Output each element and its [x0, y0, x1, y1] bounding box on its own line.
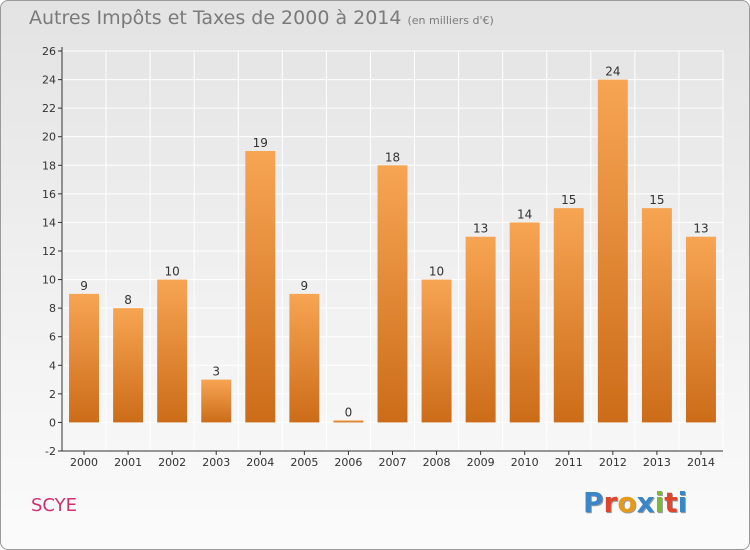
data-label: 15 [561, 193, 576, 207]
y-tick-label: 10 [42, 274, 56, 287]
x-tick-label: 2013 [643, 456, 671, 469]
logo-letter: o [617, 486, 637, 519]
data-label: 15 [649, 193, 664, 207]
data-label: 10 [429, 265, 444, 279]
y-tick-label: 4 [49, 359, 56, 372]
bar [333, 420, 364, 423]
bar [553, 208, 584, 423]
y-tick-label: 2 [49, 388, 56, 401]
data-label: 19 [253, 136, 268, 150]
x-tick-label: 2000 [70, 456, 98, 469]
x-tick-label: 2009 [467, 456, 495, 469]
data-label: 0 [345, 405, 353, 419]
bar [157, 279, 188, 423]
data-label: 24 [605, 65, 620, 79]
bar [289, 293, 320, 423]
x-tick-label: 2004 [246, 456, 274, 469]
bar [113, 308, 144, 423]
x-tick-label: 2008 [423, 456, 451, 469]
chart-title: Autres Impôts et Taxes de 2000 à 2014 (en… [29, 7, 494, 29]
logo-letter: i [654, 486, 665, 519]
bar [641, 208, 672, 423]
y-tick-label: 18 [42, 159, 56, 172]
bar [465, 236, 496, 423]
logo-letter: P [583, 486, 604, 519]
chart-subtitle: (en milliers d'€) [407, 14, 494, 27]
x-tick-label: 2010 [511, 456, 539, 469]
data-label: 3 [212, 365, 220, 379]
x-tick-label: 2001 [114, 456, 142, 469]
bar [377, 165, 408, 423]
bar [597, 79, 628, 423]
x-tick-label: 2005 [290, 456, 318, 469]
x-tick-label: 2006 [334, 456, 362, 469]
bar [201, 379, 232, 423]
y-tick-label: 14 [42, 216, 56, 229]
y-tick-label: 0 [49, 416, 56, 429]
x-tick-label: 2003 [202, 456, 230, 469]
bar [421, 279, 452, 423]
bar [69, 293, 100, 423]
y-tick-label: 24 [42, 74, 56, 87]
y-tick-label: 6 [49, 331, 56, 344]
x-tick-label: 2012 [599, 456, 627, 469]
data-label: 10 [165, 265, 180, 279]
logo-letter: t [664, 486, 678, 519]
data-label: 9 [301, 279, 309, 293]
data-label: 8 [124, 293, 132, 307]
x-tick-label: 2014 [687, 456, 715, 469]
x-tick-label: 2011 [555, 456, 583, 469]
y-tick-label: 16 [42, 188, 56, 201]
data-label: 9 [80, 279, 88, 293]
logo-letter: i [677, 486, 688, 519]
y-tick-label: 20 [42, 131, 56, 144]
commune-name: SCYE [31, 495, 78, 516]
y-tick-label: -2 [45, 445, 56, 458]
y-tick-label: 12 [42, 245, 56, 258]
logo-letter: r [603, 486, 618, 519]
data-label: 13 [473, 222, 488, 236]
data-label: 13 [693, 222, 708, 236]
data-label: 14 [517, 207, 532, 221]
x-tick-label: 2007 [379, 456, 407, 469]
bar [509, 222, 540, 423]
y-tick-label: 8 [49, 302, 56, 315]
logo-letter: x [636, 486, 655, 519]
y-tick-label: 22 [42, 102, 56, 115]
proxiti-logo[interactable]: Proxiti [583, 486, 687, 519]
chart-title-text: Autres Impôts et Taxes de 2000 à 2014 [29, 7, 402, 29]
bar [685, 236, 716, 423]
data-label: 18 [385, 150, 400, 164]
x-tick-label: 2002 [158, 456, 186, 469]
y-tick-label: 26 [42, 45, 56, 58]
bar [245, 151, 276, 423]
